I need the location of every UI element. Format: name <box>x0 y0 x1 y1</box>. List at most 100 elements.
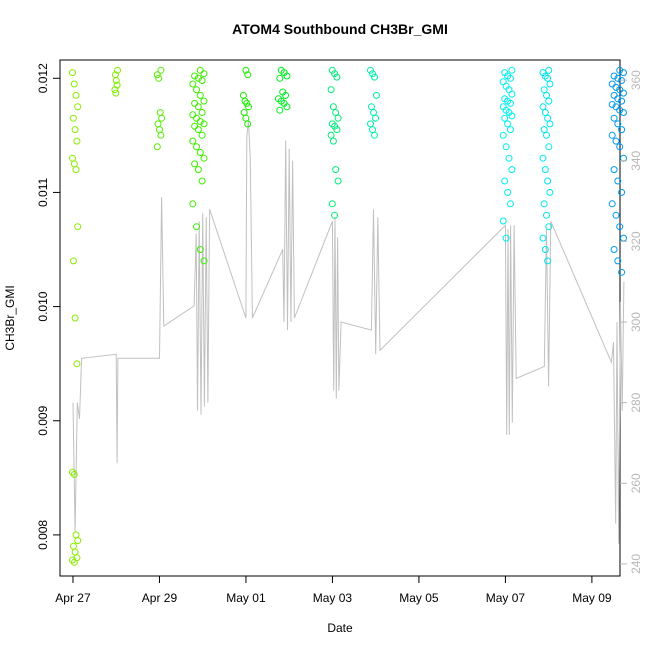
data-point <box>620 109 627 116</box>
data-point <box>610 91 618 99</box>
altitude-layer <box>72 120 625 544</box>
data-point <box>70 470 78 478</box>
data-point <box>200 120 208 128</box>
data-point <box>614 257 622 265</box>
data-point <box>112 89 120 97</box>
data-point <box>70 160 78 168</box>
data-point <box>620 89 627 97</box>
data-point <box>189 80 197 88</box>
data-point <box>618 268 626 276</box>
data-point <box>543 131 550 139</box>
data-point <box>193 143 200 151</box>
data-point <box>543 211 550 219</box>
data-point <box>200 70 208 78</box>
y-left-tick-label: 0.008 <box>36 520 50 550</box>
data-point <box>244 120 252 128</box>
data-point <box>73 360 81 368</box>
data-point <box>546 188 554 196</box>
x-axis-label: Date <box>327 621 353 635</box>
data-point <box>276 74 284 82</box>
data-point <box>198 177 206 185</box>
data-point <box>333 126 341 134</box>
data-point <box>499 217 507 225</box>
data-point <box>610 114 618 122</box>
data-point <box>239 91 247 99</box>
x-tick-label: Apr 27 <box>55 591 91 605</box>
data-point <box>244 71 252 79</box>
data-point <box>69 468 76 476</box>
data-point <box>328 200 336 208</box>
data-point <box>193 223 200 231</box>
data-point <box>69 542 77 550</box>
data-point <box>610 166 618 174</box>
data-point <box>71 126 79 134</box>
data-point <box>545 97 553 105</box>
data-point <box>612 137 620 145</box>
data-point <box>191 122 199 130</box>
y-right-tick-label: 340 <box>629 150 643 170</box>
data-point <box>544 114 552 122</box>
data-point <box>544 74 552 82</box>
data-point <box>191 99 199 107</box>
data-point <box>328 120 336 128</box>
data-point <box>541 166 549 174</box>
data-point <box>245 103 252 111</box>
data-point <box>276 106 284 114</box>
data-point <box>371 73 378 81</box>
data-point <box>499 131 507 139</box>
data-point <box>200 257 208 265</box>
chart-title: ATOM4 Southbound CH3Br_GMI <box>232 21 448 37</box>
y-right-tick-label: 240 <box>629 554 643 574</box>
data-point <box>242 114 250 122</box>
data-point <box>156 126 163 134</box>
data-point <box>608 80 616 88</box>
data-point <box>373 91 380 99</box>
data-point <box>196 91 204 99</box>
data-point <box>333 73 341 81</box>
data-point <box>618 126 626 134</box>
data-point <box>283 72 291 80</box>
data-point <box>156 109 164 116</box>
data-point <box>189 137 197 145</box>
data-point <box>69 257 77 265</box>
data-point <box>73 137 81 145</box>
data-point <box>71 314 79 322</box>
data-point <box>198 77 206 84</box>
data-point <box>332 109 340 116</box>
data-point <box>370 109 377 116</box>
plot-frame <box>59 59 621 577</box>
x-tick-label: May 01 <box>226 591 266 605</box>
data-point <box>240 109 248 116</box>
data-point <box>502 234 510 242</box>
data-point <box>608 131 616 139</box>
data-point <box>507 99 514 107</box>
data-point <box>544 177 552 185</box>
y-right-tick-label: 280 <box>629 392 643 412</box>
data-point <box>507 126 514 134</box>
data-point <box>242 66 250 74</box>
data-point <box>369 126 376 134</box>
data-point <box>153 71 161 79</box>
data-point <box>618 188 626 196</box>
data-point <box>334 114 342 122</box>
data-point <box>194 166 202 174</box>
data-point <box>540 200 548 208</box>
data-point <box>283 103 291 111</box>
data-point <box>369 70 376 78</box>
data-point <box>191 72 199 80</box>
data-point <box>539 234 547 242</box>
data-point <box>616 66 624 74</box>
data-point <box>334 177 342 185</box>
data-point <box>545 66 553 74</box>
data-point <box>191 160 199 168</box>
data-point <box>282 91 290 99</box>
data-point <box>72 91 80 99</box>
data-point <box>367 120 374 128</box>
data-point <box>331 211 339 219</box>
data-point <box>372 114 379 122</box>
data-point <box>69 114 77 122</box>
data-point <box>196 66 204 74</box>
altitude-line <box>72 120 625 544</box>
data-point <box>157 131 165 139</box>
